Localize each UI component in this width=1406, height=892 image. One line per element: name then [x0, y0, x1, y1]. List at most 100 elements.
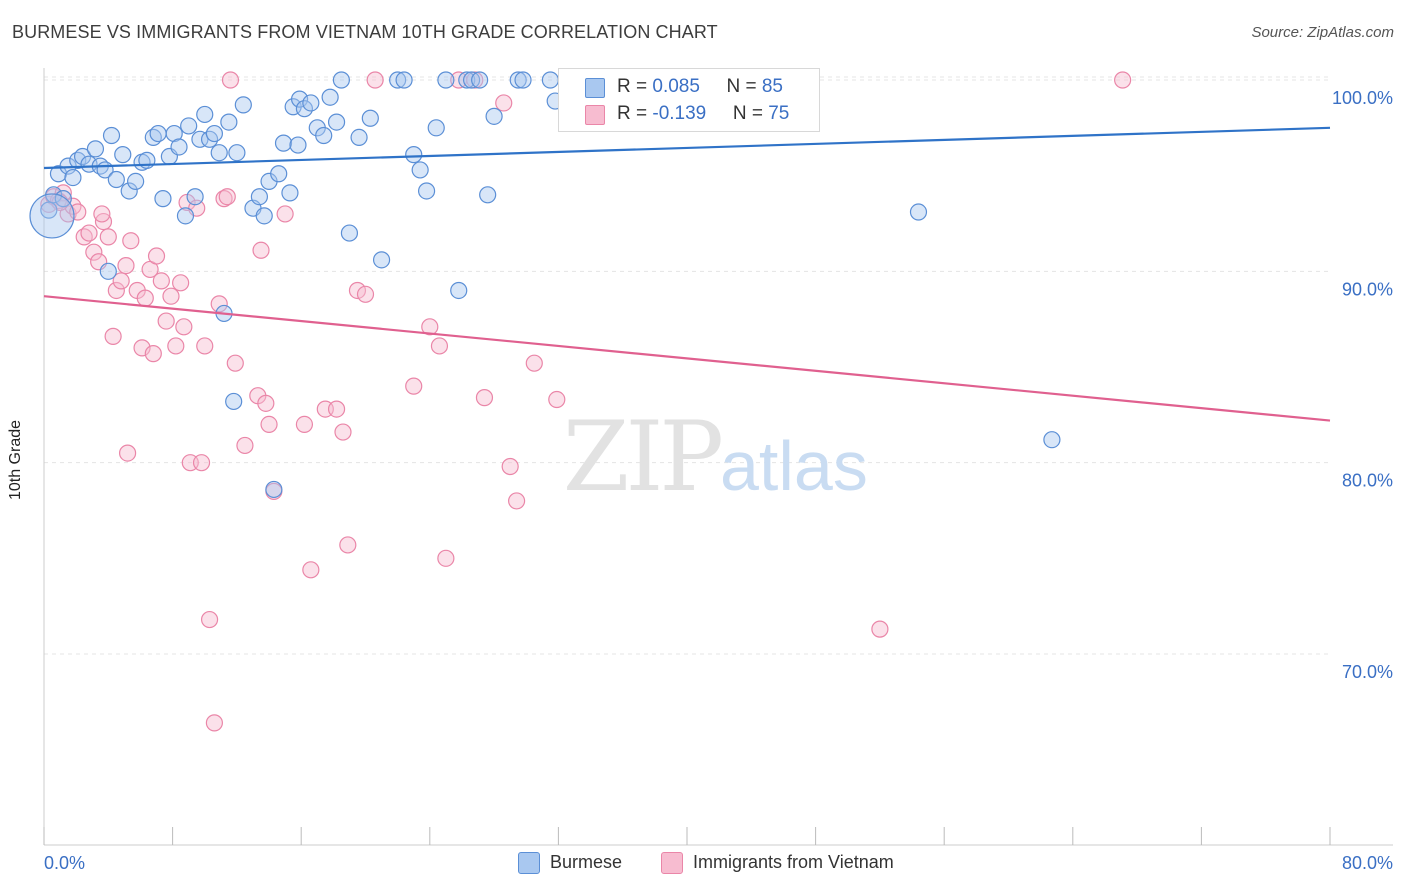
vietnam-point — [276, 205, 294, 223]
y-tick-label: 100.0% — [1332, 88, 1393, 108]
burmese-point — [437, 71, 455, 89]
vietnam-point — [339, 536, 357, 554]
burmese-point — [479, 186, 497, 204]
burmese-point — [509, 71, 527, 89]
vietnam-point — [157, 312, 175, 330]
vietnam-point — [430, 337, 449, 355]
stats-legend: R = 0.085 N = 85 R = -0.139 N = 75 — [558, 68, 820, 132]
legend-r-value: -0.139 — [652, 103, 707, 124]
legend-n-value: 75 — [768, 103, 790, 124]
burmese-point — [458, 71, 476, 89]
burmese-point — [154, 190, 172, 208]
burmese-point — [290, 90, 309, 108]
y-tick-label: 70.0% — [1342, 662, 1393, 682]
burmese-point — [417, 182, 436, 200]
vietnam-point — [136, 289, 154, 307]
burmese-point — [64, 168, 82, 187]
vietnam-point — [200, 610, 219, 629]
watermark-atlas: atlas — [720, 427, 868, 505]
vietnam-point — [218, 188, 236, 206]
x-tick-label: 80.0% — [1342, 853, 1393, 873]
burmese-point — [165, 124, 183, 143]
bottom-legend-burmese: Burmese — [518, 852, 622, 874]
vietnam-point — [356, 285, 375, 303]
burmese-point — [40, 201, 58, 219]
y-tick-label: 80.0% — [1342, 471, 1393, 491]
vietnam-point — [122, 232, 140, 250]
vietnam-point — [295, 415, 314, 433]
burmese-point — [315, 126, 333, 145]
burmese-point — [514, 71, 532, 89]
burmese-point — [332, 71, 350, 89]
bottom-legend-label: Immigrants from Vietnam — [693, 852, 894, 872]
watermark-zip: ZIP — [563, 401, 722, 513]
burmese-point — [102, 126, 121, 145]
burmese-point — [450, 281, 468, 300]
burmese-point — [541, 71, 559, 89]
vietnam-point — [475, 389, 494, 407]
burmese-point — [395, 71, 413, 89]
burmese-point — [302, 94, 320, 112]
vietnam-point — [93, 205, 111, 223]
vietnam-point — [236, 436, 254, 455]
vietnam-point — [327, 400, 346, 418]
legend-r-value: 0.085 — [652, 76, 700, 97]
burmese-point — [99, 262, 117, 280]
chart-title: BURMESE VS IMMIGRANTS FROM VIETNAM 10TH … — [12, 22, 718, 42]
burmese-point — [107, 170, 125, 189]
burmese-point — [191, 130, 209, 148]
burmese-point — [265, 480, 283, 499]
burmese-point — [210, 144, 228, 162]
vietnam-trend-line — [43, 295, 1331, 422]
legend-swatch-blue — [585, 78, 605, 98]
vietnam-point — [226, 354, 244, 372]
vietnam-point — [257, 394, 275, 412]
y-axis-label: 10th Grade — [7, 419, 24, 501]
vietnam-point — [366, 71, 384, 89]
x-tick-label: 0.0% — [44, 853, 85, 873]
vietnam-point — [144, 345, 162, 363]
trend-lines — [43, 126, 1331, 422]
burmese-point — [909, 203, 928, 221]
vietnam-point — [196, 337, 214, 355]
burmese-point — [170, 138, 188, 156]
vietnam-point — [167, 337, 185, 355]
burmese-point — [295, 100, 314, 118]
burmese-point — [205, 124, 223, 143]
burmese-point — [220, 113, 238, 131]
chart-source: Source: ZipAtlas.com — [1251, 24, 1394, 41]
burmese-trend-line — [43, 126, 1331, 170]
vietnam-point — [348, 281, 367, 300]
legend-n-label: N = — [732, 103, 769, 124]
burmese-point — [485, 107, 503, 125]
legend-r-label: R = — [617, 103, 653, 124]
bottom-legend-vietnam: Immigrants from Vietnam — [661, 852, 894, 874]
burmese-point — [196, 105, 214, 124]
burmese-point — [340, 224, 359, 242]
burmese-point — [411, 161, 429, 179]
vietnam-point — [405, 377, 423, 395]
tick-labels: 70.0% 80.0% 90.0% 100.0% 0.0% 80.0% — [44, 88, 1393, 873]
vietnam-point — [117, 256, 135, 275]
bottom-legend-swatch-pink — [661, 852, 683, 874]
legend-row-burmese: R = 0.085 N = 85 — [585, 76, 783, 98]
legend-r-label: R = — [617, 76, 653, 97]
vietnam-point — [99, 228, 117, 246]
burmese-large-point — [29, 193, 75, 239]
bottom-legend-swatch-blue — [518, 852, 540, 874]
vietnam-point — [334, 423, 352, 441]
burmese-point — [321, 88, 339, 106]
burmese-point — [225, 392, 243, 411]
vietnam-point — [421, 318, 439, 336]
burmese-point — [327, 113, 346, 131]
vietnam-point — [252, 241, 270, 259]
burmese-point — [350, 128, 368, 146]
vietnam-point — [495, 94, 513, 112]
vietnam-point — [107, 281, 125, 300]
vietnam-point — [508, 492, 526, 510]
burmese-point — [149, 124, 167, 143]
legend-n-value: 85 — [761, 76, 783, 97]
bottom-legend: Burmese Immigrants from Vietnam — [0, 852, 1406, 878]
burmese-point — [270, 165, 288, 183]
